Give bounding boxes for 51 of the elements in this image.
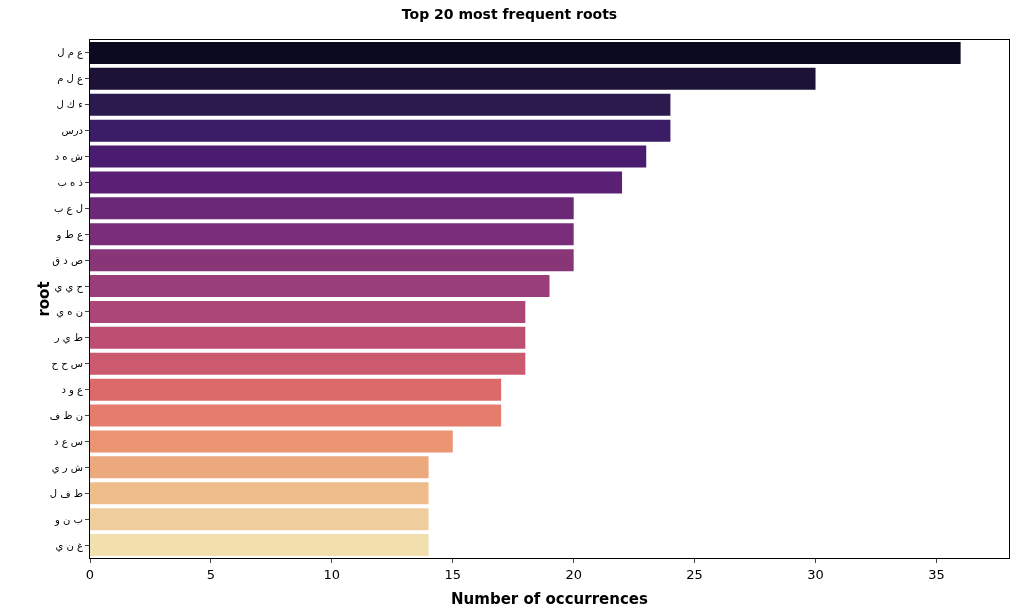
y-tick-label: ش ر ي xyxy=(51,461,83,474)
x-axis-title: Number of occurrences xyxy=(451,590,648,608)
bar xyxy=(90,456,429,479)
x-tick-label: 10 xyxy=(323,566,341,582)
bar xyxy=(90,275,550,298)
y-axis-title: root xyxy=(34,281,53,317)
bar xyxy=(90,482,429,505)
y-tick-label: ع ط و xyxy=(55,228,84,241)
y-tick-label: ب ن و xyxy=(54,513,83,526)
bar xyxy=(90,534,429,557)
bar xyxy=(90,249,574,272)
bar xyxy=(90,430,453,453)
y-tick-label: ن ظ ف xyxy=(49,410,83,422)
chart-title: Top 20 most frequent roots xyxy=(401,5,618,22)
y-tick-label: ن ه ي xyxy=(56,306,83,319)
y-tick-label: ط ف ل xyxy=(49,487,83,499)
x-tick-label: 0 xyxy=(85,566,95,582)
bar xyxy=(90,119,671,142)
bar xyxy=(90,378,502,401)
bar xyxy=(90,352,526,375)
y-tick-label: ل ع ب xyxy=(53,202,83,215)
x-tick-label: 15 xyxy=(444,566,462,582)
x-tick-label: 35 xyxy=(928,566,945,582)
bar xyxy=(90,404,502,427)
x-tick-label: 5 xyxy=(206,566,216,582)
y-tick-label: س ع د xyxy=(54,435,83,448)
bar xyxy=(90,197,574,220)
y-tick-label: ط ي ر xyxy=(53,332,83,345)
bar xyxy=(90,223,574,246)
y-tick-label: ذ ه ب xyxy=(57,176,83,188)
bar xyxy=(90,508,429,531)
y-tick-label: غ ن ي xyxy=(55,539,84,552)
bar xyxy=(90,171,623,194)
y-tick-label: ش ه د xyxy=(54,151,83,163)
bar xyxy=(90,326,526,349)
y-tick-label: ع ل م xyxy=(57,73,84,86)
y-tick-label: ع م ل xyxy=(57,47,84,60)
x-tick-label: 30 xyxy=(807,566,824,582)
y-tick-label: ء ك ل xyxy=(56,99,83,111)
y-tick-label: س ح ح xyxy=(51,358,83,371)
y-tick-label: ح ي ي xyxy=(54,280,84,293)
y-tick-label: ع و د xyxy=(61,384,84,397)
x-tick-label: 20 xyxy=(565,566,582,582)
bar xyxy=(90,41,961,64)
bar xyxy=(90,300,526,323)
bar xyxy=(90,93,671,116)
bar xyxy=(90,67,816,90)
y-tick-label: ص د ق xyxy=(52,254,83,266)
y-tick-label: درس xyxy=(61,125,83,137)
bar xyxy=(90,145,647,168)
x-tick-label: 25 xyxy=(686,566,703,582)
